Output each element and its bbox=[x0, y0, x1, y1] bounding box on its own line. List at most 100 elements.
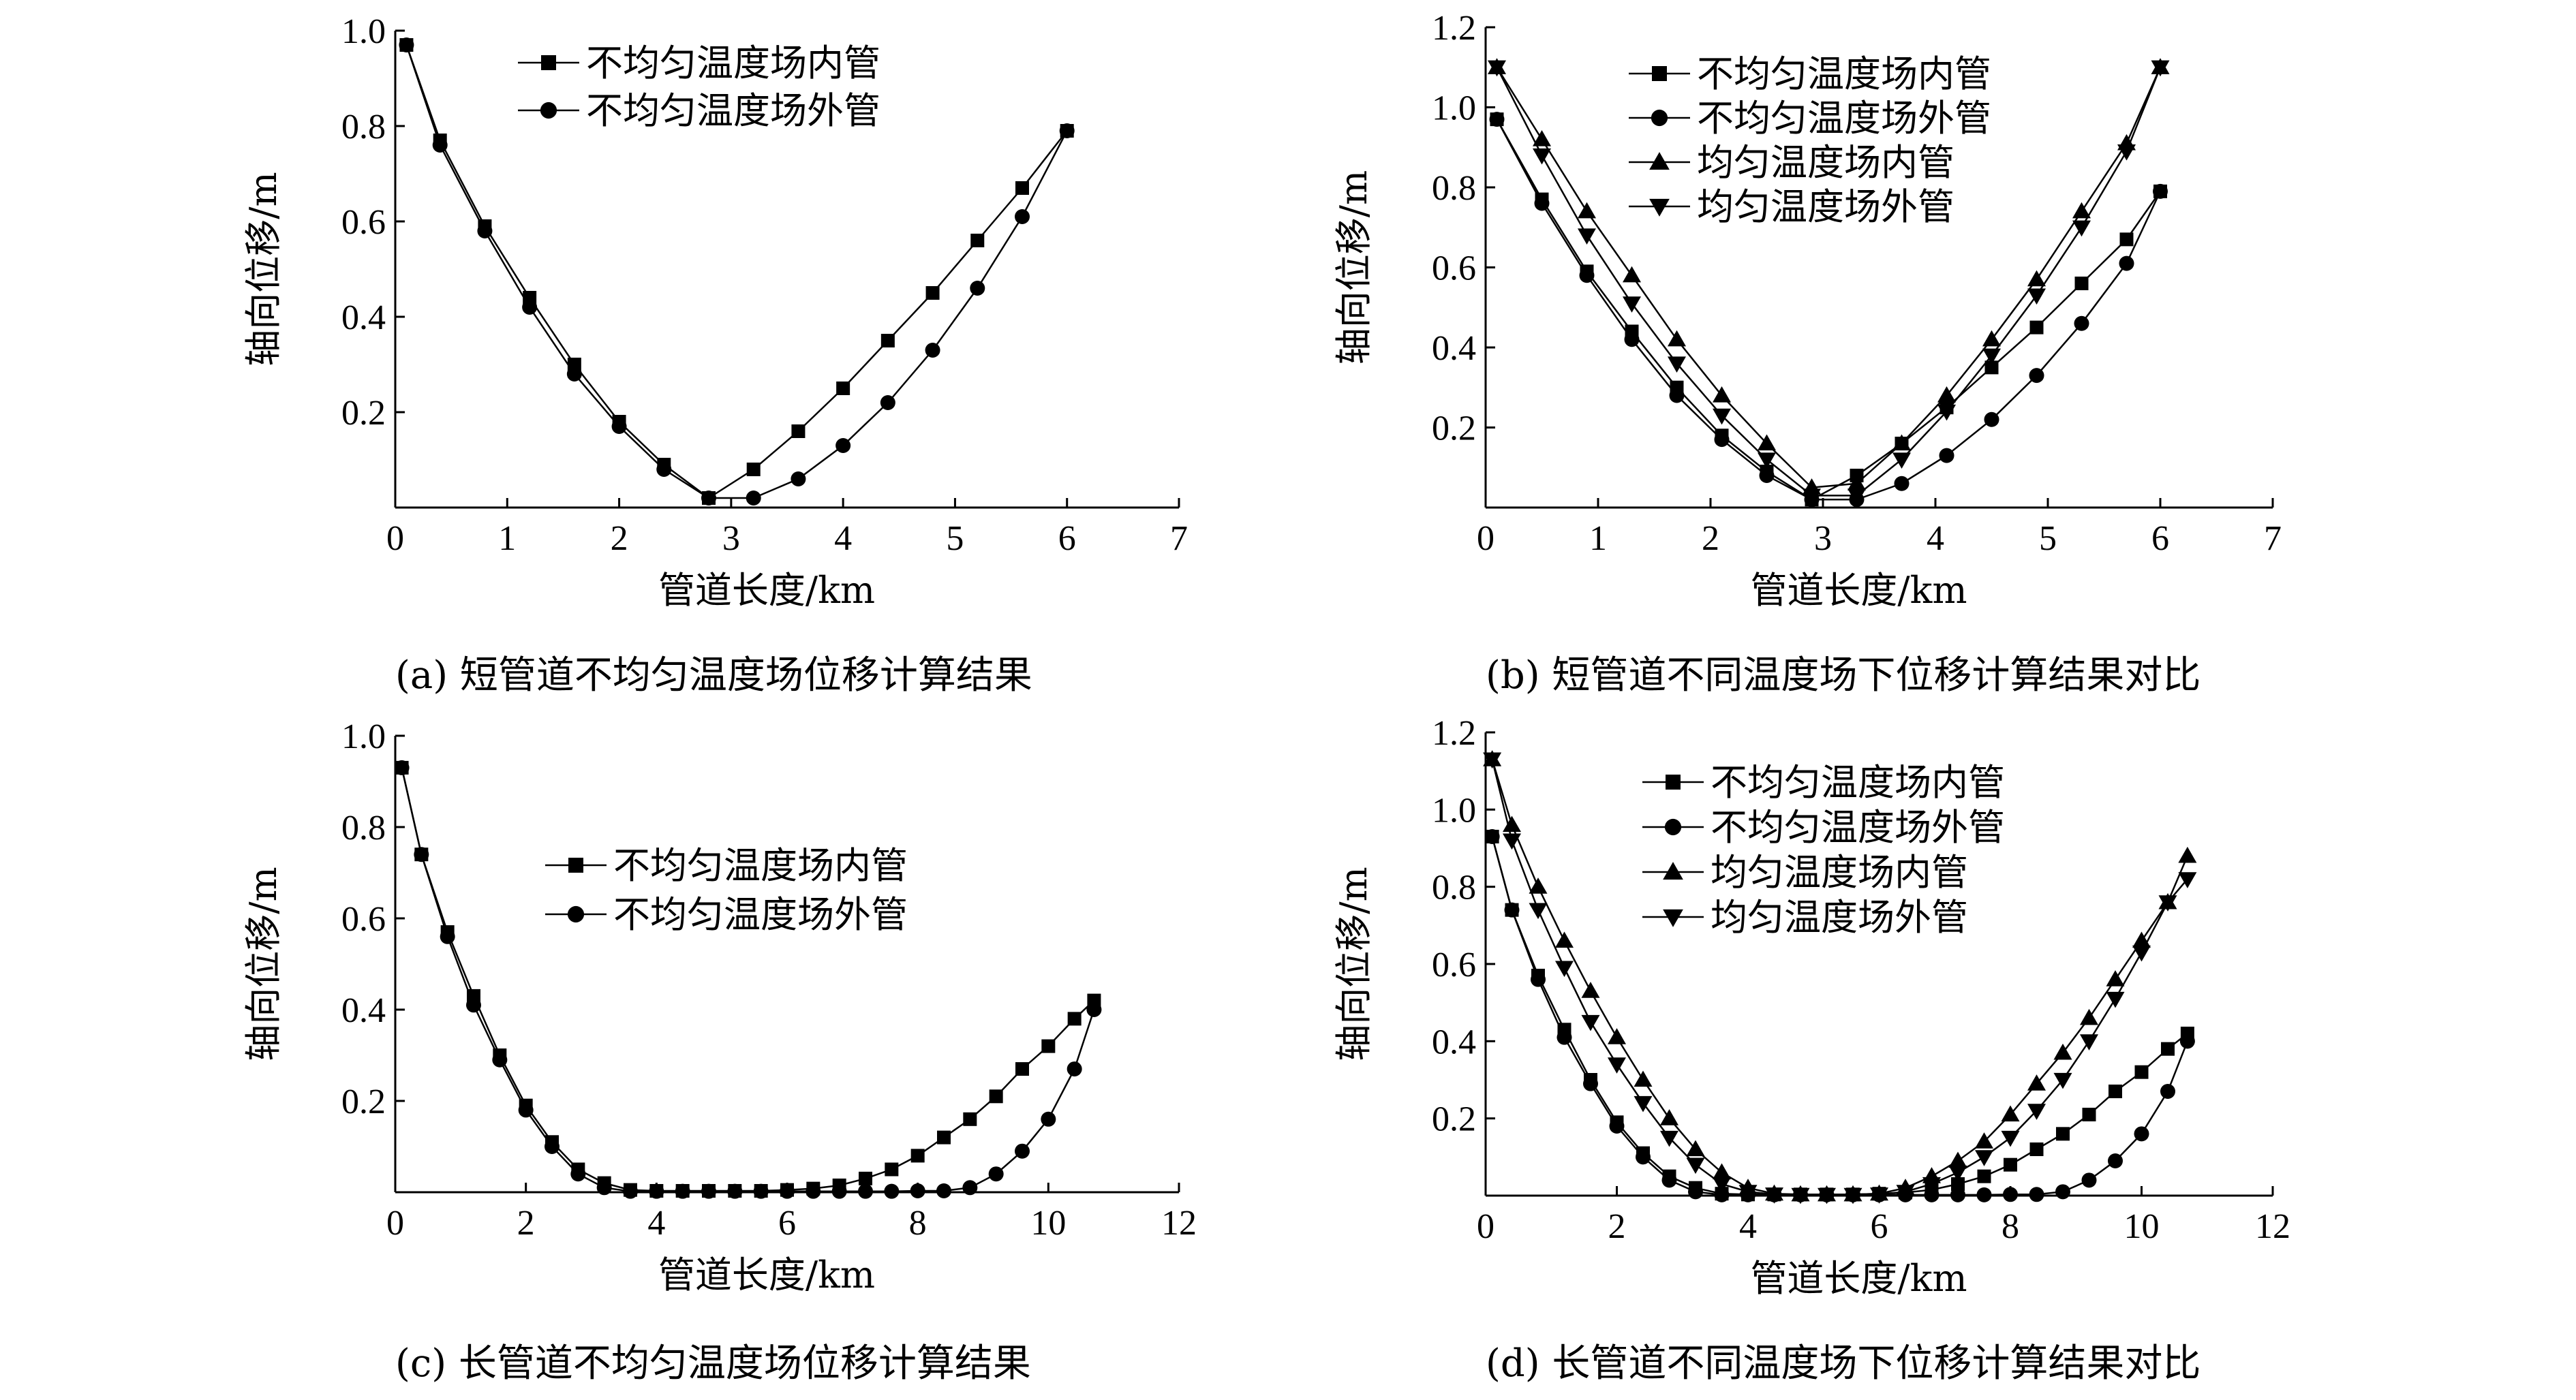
legend-label: 不均匀温度场内管 bbox=[586, 42, 880, 84]
data-point bbox=[623, 1183, 638, 1199]
data-point bbox=[466, 997, 481, 1013]
data-point bbox=[2081, 1172, 2097, 1188]
data-point bbox=[1984, 360, 1999, 375]
data-point bbox=[1894, 476, 1910, 491]
data-point bbox=[2027, 270, 2046, 287]
data-point bbox=[2072, 220, 2091, 237]
data-point bbox=[791, 424, 806, 438]
y-tick-label: 1.0 bbox=[341, 12, 386, 51]
data-point bbox=[1555, 931, 1574, 948]
data-point bbox=[2053, 1043, 2072, 1060]
legend-label: 不均匀温度场内管 bbox=[613, 844, 908, 887]
x-axis-title: 管道长度/km bbox=[658, 1254, 875, 1296]
y-tick-label: 0.2 bbox=[341, 1083, 386, 1121]
legend-marker bbox=[1652, 66, 1667, 81]
series-line bbox=[405, 44, 1068, 499]
y-tick-label: 0.8 bbox=[1432, 869, 1476, 907]
y-tick-label: 0.4 bbox=[341, 298, 386, 337]
data-point bbox=[1975, 1150, 1993, 1166]
y-tick-label: 0.4 bbox=[341, 991, 386, 1030]
data-point bbox=[518, 1102, 534, 1118]
data-point bbox=[1531, 971, 1546, 987]
data-point bbox=[1041, 1111, 1056, 1127]
data-point bbox=[566, 367, 582, 382]
data-point bbox=[432, 138, 448, 153]
x-tick-label: 7 bbox=[1170, 519, 1188, 558]
data-point bbox=[1937, 404, 1956, 421]
legend-marker bbox=[1663, 862, 1683, 880]
data-point bbox=[2001, 1130, 2020, 1147]
data-point bbox=[522, 300, 538, 315]
data-point bbox=[1503, 833, 1521, 850]
y-tick-label: 0.8 bbox=[1432, 169, 1476, 208]
chart-caption: (a) 短管道不均匀温度场位移计算结果 bbox=[395, 653, 1032, 698]
data-point bbox=[440, 929, 455, 944]
x-tick-label: 6 bbox=[1871, 1207, 1888, 1246]
data-point bbox=[2027, 288, 2046, 305]
y-tick-label: 1.2 bbox=[1432, 714, 1476, 753]
data-point bbox=[2029, 1142, 2044, 1156]
series-line bbox=[1496, 67, 2162, 488]
legend-label: 不均匀温度场外管 bbox=[1711, 806, 2005, 849]
data-point bbox=[1977, 1169, 1991, 1183]
data-point bbox=[2080, 1008, 2098, 1025]
data-point bbox=[1668, 330, 1686, 347]
legend-marker bbox=[1666, 775, 1681, 790]
data-point bbox=[1948, 1151, 1967, 1168]
data-point bbox=[963, 1112, 977, 1126]
data-point bbox=[2132, 945, 2151, 962]
x-tick-label: 5 bbox=[946, 519, 964, 558]
data-point bbox=[1847, 488, 1866, 505]
x-axis-title: 管道长度/km bbox=[1750, 1257, 1967, 1300]
x-tick-label: 1 bbox=[498, 519, 516, 558]
x-tick-label: 7 bbox=[2264, 519, 2282, 558]
data-point bbox=[2082, 1108, 2096, 1121]
data-point bbox=[1714, 1187, 1730, 1202]
data-point bbox=[727, 1183, 743, 1199]
data-point bbox=[2160, 1084, 2175, 1099]
data-point bbox=[1892, 452, 1911, 469]
data-point bbox=[1982, 348, 2001, 365]
data-point bbox=[746, 463, 761, 476]
data-point bbox=[596, 1180, 612, 1196]
legend-marker bbox=[1649, 152, 1670, 170]
data-point bbox=[1984, 411, 1999, 427]
data-point bbox=[2119, 232, 2134, 247]
data-point bbox=[2029, 320, 2044, 335]
data-point bbox=[2109, 1085, 2122, 1098]
data-point bbox=[988, 1166, 1004, 1182]
x-tick-label: 10 bbox=[1030, 1204, 1066, 1243]
data-point bbox=[1870, 1187, 1888, 1204]
y-axis-title: 轴向位移/m bbox=[1332, 867, 1375, 1061]
data-point bbox=[2080, 1034, 2098, 1051]
series-line bbox=[401, 767, 1095, 1192]
data-point bbox=[2161, 1042, 2175, 1056]
y-tick-label: 1.0 bbox=[341, 717, 386, 756]
data-point bbox=[2027, 1074, 2046, 1091]
legend-label: 均匀温度场内管 bbox=[1711, 851, 1968, 894]
series-line bbox=[405, 44, 1068, 499]
chart-caption: (c) 长管道不均匀温度场位移计算结果 bbox=[395, 1341, 1031, 1386]
data-point bbox=[1578, 202, 1596, 219]
x-tick-label: 3 bbox=[722, 519, 740, 558]
data-point bbox=[753, 1183, 769, 1199]
y-axis-title: 轴向位移/m bbox=[242, 172, 285, 366]
y-tick-label: 1.2 bbox=[1432, 9, 1476, 48]
data-point bbox=[1713, 386, 1731, 403]
x-tick-label: 10 bbox=[2124, 1207, 2160, 1246]
x-tick-label: 8 bbox=[2002, 1207, 2019, 1246]
y-tick-label: 0.4 bbox=[1432, 329, 1476, 368]
legend-label: 不均匀温度场外管 bbox=[1697, 97, 1991, 140]
data-point bbox=[2053, 1072, 2072, 1089]
legend-label: 不均匀温度场外管 bbox=[586, 89, 880, 132]
data-point bbox=[1059, 123, 1075, 138]
series-circle bbox=[1489, 112, 2168, 508]
data-point bbox=[746, 491, 761, 505]
x-tick-label: 12 bbox=[1161, 1204, 1197, 1243]
data-point bbox=[962, 1180, 978, 1196]
data-point bbox=[1660, 1109, 1678, 1125]
data-point bbox=[1581, 1014, 1600, 1031]
legend-marker bbox=[540, 102, 557, 119]
